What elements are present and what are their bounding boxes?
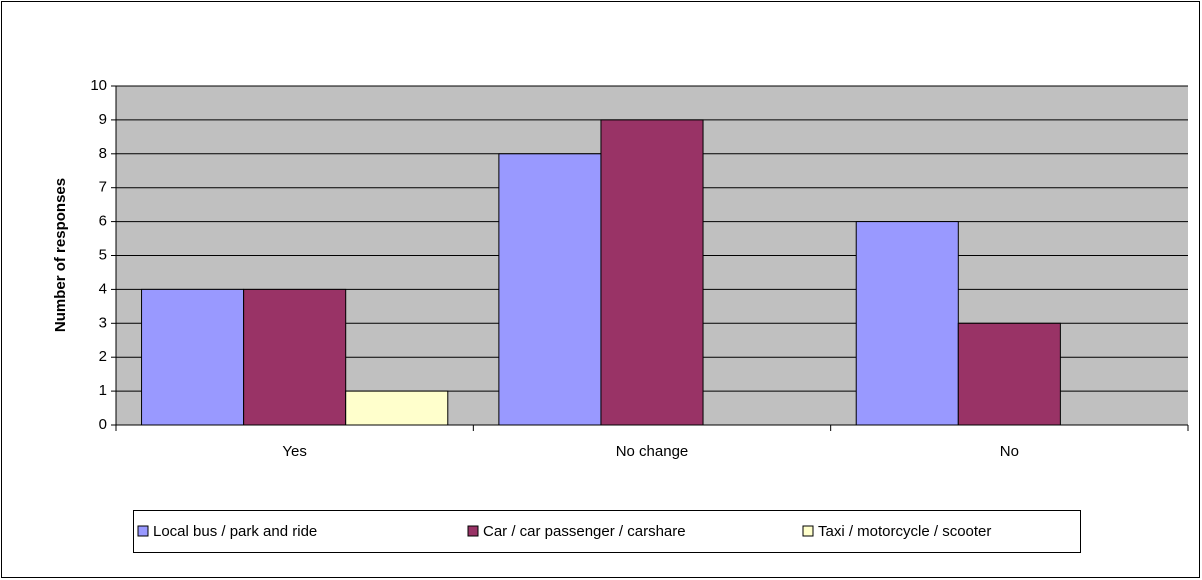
y-tick-label: 9 [99,111,107,128]
y-tick-label: 5 [99,246,107,263]
y-tick-label: 0 [99,416,107,433]
bar [141,288,245,426]
bar [957,322,1061,426]
y-tick-label: 4 [99,280,107,297]
y-tick-label: 7 [99,179,107,196]
x-tick-label: No [1000,443,1019,460]
bar [243,288,347,426]
y-tick-label: 10 [90,77,107,94]
legend-label: Car / car passenger / carshare [483,523,686,540]
y-tick-label: 1 [99,382,107,399]
x-tick-label: Yes [282,443,306,460]
bar [855,221,959,426]
x-tick-label: No change [616,443,689,460]
legend-swatch [802,525,814,537]
bar [600,119,704,426]
legend-swatch [467,525,479,537]
legend-swatch [137,525,149,537]
legend-box [133,510,1081,553]
bar [345,390,449,426]
legend-label: Local bus / park and ride [153,523,317,540]
y-axis-label: Number of responses [52,178,69,332]
y-tick-label: 2 [99,348,107,365]
y-tick-label: 8 [99,145,107,162]
legend-label: Taxi / motorcycle / scooter [818,523,991,540]
y-tick-label: 3 [99,314,107,331]
bar [498,153,602,426]
y-tick-label: 6 [99,213,107,230]
